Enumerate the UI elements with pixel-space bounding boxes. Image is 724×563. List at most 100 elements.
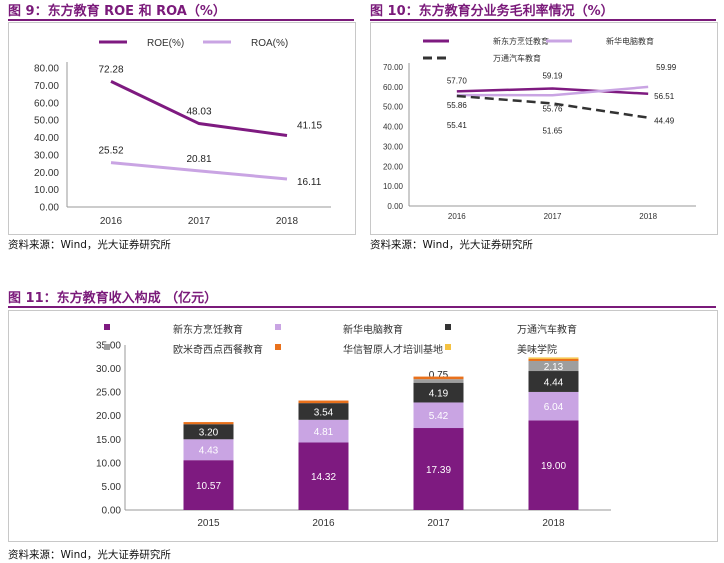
fig11-data-label: 3.20 [199, 428, 219, 439]
fig11-data-label: 0.75 [429, 370, 449, 381]
fig10-xtick-label: 2017 [544, 212, 562, 221]
fig10-chart-frame: 0.00 10.00 20.00 30.00 40.00 50.00 60.00 70.00 2… [370, 22, 718, 235]
fig11-chart: 0.005.0010.0015.0020.0025.0030.0035.0020… [96, 323, 611, 529]
fig11-data-label: 4.19 [429, 389, 449, 400]
fig10-line-2 [456, 94, 649, 119]
fig10-chart: 0.00 10.00 20.00 30.00 40.00 50.00 60.00 70.00 2… [383, 36, 696, 221]
fig11-ytick-label: 0.00 [102, 506, 122, 517]
fig11-ytick-label: 10.00 [96, 458, 121, 469]
fig9-ytick-label: 30.00 [34, 150, 59, 161]
fig9-ytick-label: 50.00 [34, 116, 59, 127]
fig9-source: 资料来源：Wind，光大证券研究所 [8, 239, 171, 251]
fig11-xtick-label: 2017 [427, 518, 450, 529]
fig11-legend-swatch [104, 324, 110, 330]
fig11-data-label: 10.57 [196, 481, 221, 492]
fig11-title-rule [8, 306, 716, 308]
fig11-bar-segment [528, 360, 579, 372]
fig10-data-label: 51.65 [542, 126, 563, 135]
fig11-source: 资料来源：Wind，光大证券研究所 [8, 549, 171, 561]
fig11-bar-segment [183, 422, 234, 425]
fig9-title: 图 9：东方教育 ROE 和 ROA（%） [8, 4, 226, 19]
fig10-ytick-label: 60.00 [383, 83, 404, 92]
fig10-legend-label: 新东方烹饪教育 [493, 36, 549, 46]
fig10-data-label: 57.70 [447, 76, 468, 85]
fig11-chart-frame: 0.005.0010.0015.0020.0025.0030.0035.0020… [8, 310, 718, 542]
fig11-xtick-label: 2018 [542, 518, 565, 529]
fig11-bar-segment [528, 358, 579, 361]
fig11-ytick-label: 30.00 [96, 364, 121, 375]
fig11-title: 图 11：东方教育收入构成 （亿元） [8, 291, 218, 306]
fig11-bar-segment [413, 402, 464, 429]
fig11-data-label: 19.00 [541, 461, 566, 472]
fig11-bar-segment [298, 442, 349, 510]
fig11-bar-segment [298, 419, 349, 443]
fig9-line-roe [110, 80, 288, 137]
fig9-ytick-label: 10.00 [34, 185, 59, 196]
fig10-ytick-label: 0.00 [387, 202, 403, 211]
fig11-bar-segment [528, 357, 579, 359]
fig11-bar-segment [413, 428, 464, 510]
fig9-xtick-label: 2016 [100, 216, 123, 227]
fig10-ytick-label: 10.00 [383, 182, 404, 191]
fig11-bar-segment [183, 424, 234, 440]
fig9-data-label: 72.28 [98, 64, 123, 75]
fig11-data-label: 4.44 [544, 377, 564, 388]
fig11-ytick-label: 25.00 [96, 388, 121, 399]
fig11-bar-segment [183, 460, 234, 510]
fig11-legend-label: 新东方烹饪教育 [173, 323, 243, 336]
fig10-title: 图 10：东方教育分业务毛利率情况（%） [370, 4, 614, 19]
fig9-data-label: 48.03 [186, 107, 211, 118]
fig10-data-label: 44.49 [654, 117, 675, 126]
fig10-legend-label: 新华电脑教育 [606, 36, 654, 46]
fig11-bar-segment [183, 439, 234, 461]
fig10-xtick-label: 2018 [639, 212, 657, 221]
fig10-data-label: 55.86 [447, 101, 468, 110]
fig9-ytick-label: 40.00 [34, 133, 59, 144]
fig11-data-label: 6.04 [544, 402, 564, 413]
fig9-xtick-label: 2018 [276, 216, 299, 227]
fig11-legend-label: 欧米奇西点西餐教育 [173, 343, 263, 356]
fig10-ytick-label: 30.00 [383, 142, 404, 151]
fig11-legend-swatch [275, 324, 281, 330]
fig10-ytick-label: 70.00 [383, 63, 404, 72]
fig11-ytick-label: 5.00 [102, 482, 122, 493]
fig10-ytick-label: 40.00 [383, 123, 404, 132]
fig11-data-label: 4.43 [199, 446, 219, 457]
fig9-chart-frame: 0.00 10.00 20.00 30.00 40.00 50.00 60.00 70.00 8… [8, 22, 356, 235]
fig11-xtick-label: 2016 [312, 518, 335, 529]
fig11-legend-swatch [445, 324, 451, 330]
fig10-data-label: 59.99 [656, 63, 677, 72]
fig9-title-rule [8, 19, 354, 21]
fig11-bar-segment [528, 391, 579, 421]
fig9-ytick-label: 70.00 [34, 81, 59, 92]
fig11-data-label: 14.32 [311, 472, 336, 483]
fig10-title-rule [370, 19, 716, 21]
fig10-data-label: 56.51 [654, 92, 675, 101]
fig11-bar-segment [528, 420, 579, 510]
fig9-legend-label: ROE(%) [147, 38, 184, 49]
fig9-ytick-label: 20.00 [34, 168, 59, 179]
fig11-bar-segment [298, 403, 349, 420]
fig9-ytick-label: 80.00 [34, 64, 59, 75]
fig9-data-label: 25.52 [98, 146, 123, 157]
fig9-data-label: 20.81 [186, 154, 211, 165]
fig11-data-label: 5.42 [429, 411, 449, 422]
fig11-legend-label: 新华电脑教育 [343, 323, 403, 336]
fig9-ytick-label: 60.00 [34, 98, 59, 109]
fig11-bar-segment [413, 379, 464, 383]
fig11-legend-swatch [445, 344, 451, 350]
fig10-line-0 [456, 87, 649, 96]
fig10-data-label: 55.41 [447, 121, 468, 130]
fig11-bar-segment [413, 382, 464, 403]
fig10-source: 资料来源：Wind，光大证券研究所 [370, 239, 533, 251]
fig11-ytick-label: 15.00 [96, 435, 121, 446]
fig9-line-roa [110, 161, 288, 181]
fig9-xtick-label: 2017 [188, 216, 211, 227]
fig9-data-label: 16.11 [297, 177, 322, 188]
fig11-legend-swatch [275, 344, 281, 350]
fig11-data-label: 2.13 [544, 362, 564, 373]
fig10-legend-label: 万通汽车教育 [493, 53, 541, 63]
fig10-line-1 [456, 85, 649, 97]
fig11-bar-segment [298, 400, 349, 404]
fig10-data-label: 59.19 [542, 71, 563, 80]
